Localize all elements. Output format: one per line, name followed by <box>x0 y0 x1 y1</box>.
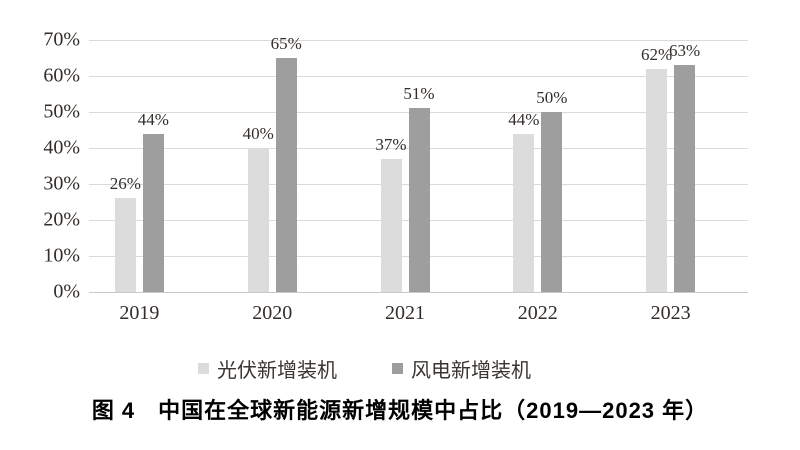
y-tick-label: 50% <box>43 100 80 123</box>
legend-swatch-solar-icon <box>198 363 209 374</box>
bar-value-label: 51% <box>403 84 435 104</box>
y-tick-label: 70% <box>43 28 80 51</box>
x-tick-label: 2019 <box>119 302 160 324</box>
legend-label-solar: 光伏新增装机 <box>217 360 337 382</box>
bar-value-label: 37% <box>375 134 407 154</box>
bar-solar-2021 <box>380 158 402 292</box>
legend: 光伏新增装机 风电新增装机 <box>198 354 531 383</box>
bar-value-label: 26% <box>109 174 141 194</box>
y-tick-label: 40% <box>43 136 80 159</box>
bar-wind-2022 <box>541 112 563 292</box>
bar-wind-2020 <box>275 58 297 292</box>
bar-value-label: 62% <box>641 44 673 64</box>
bar-value-label: 44% <box>137 109 169 129</box>
bar-value-label: 40% <box>242 124 274 143</box>
bar-wind-2021 <box>408 108 430 292</box>
grid-line <box>89 40 748 41</box>
bar-value-label: 50% <box>536 88 568 107</box>
y-tick-label: 60% <box>43 64 80 87</box>
bar-value-label: 63% <box>669 41 701 61</box>
bar-solar-2020 <box>247 148 269 292</box>
x-axis-line <box>89 292 748 293</box>
x-tick-label: 2023 <box>650 302 691 324</box>
y-tick-label: 10% <box>43 244 80 267</box>
x-tick-label: 2022 <box>517 302 558 324</box>
legend-item-solar: 光伏新增装机 <box>198 354 337 383</box>
bar-solar-2022 <box>513 133 535 292</box>
y-tick-label: 0% <box>53 280 80 303</box>
figure-title: 图 4 中国在全球新能源新增规模中占比（2019—2023 年） <box>91 398 709 423</box>
bar-value-label: 44% <box>508 109 540 129</box>
legend-item-wind: 风电新增装机 <box>392 354 531 383</box>
x-tick-label: 2020 <box>252 302 293 324</box>
legend-label-wind: 风电新增装机 <box>411 360 531 382</box>
grid-line <box>89 76 748 77</box>
x-tick-label: 2021 <box>385 302 425 324</box>
bar-solar-2019 <box>114 198 136 292</box>
bar-solar-2023 <box>646 68 668 292</box>
y-tick-label: 20% <box>43 208 80 231</box>
bar-wind-2019 <box>142 133 164 292</box>
bar-wind-2023 <box>674 65 696 292</box>
bar-value-label: 65% <box>270 34 302 53</box>
legend-swatch-wind-icon <box>392 363 403 374</box>
y-tick-label: 30% <box>43 172 80 195</box>
